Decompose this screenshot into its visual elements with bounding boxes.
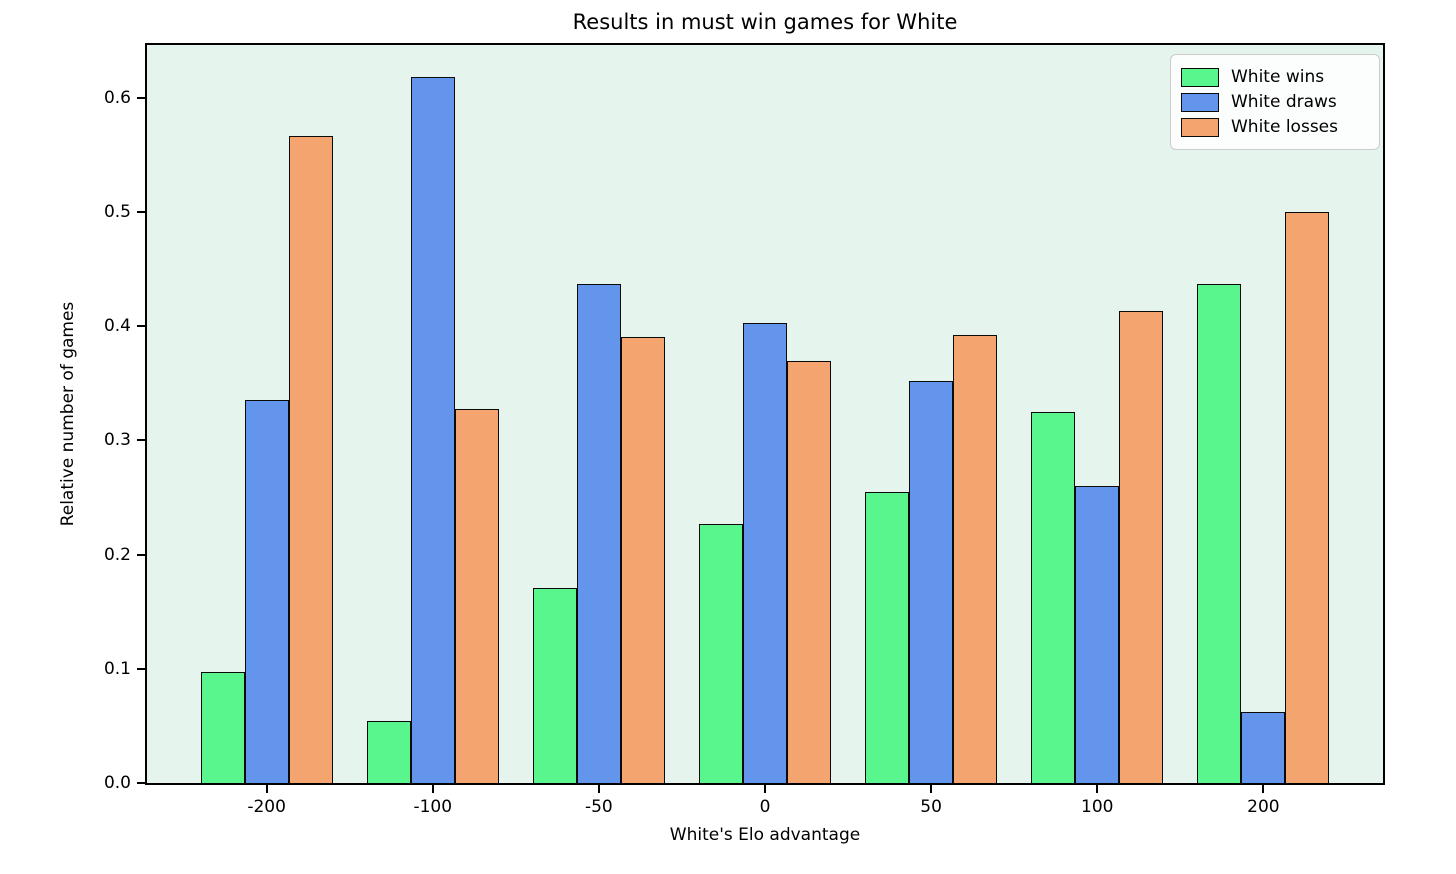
x-tick-label: -50 [584,797,613,817]
y-tick-label: 0.0 [103,773,131,793]
bar-white-losses--200 [288,136,333,783]
bar-white-wins-100 [1031,411,1076,783]
bar-white-losses--50 [620,337,665,783]
legend-item-white-draws: White draws [1181,92,1369,112]
y-tick-mark [137,325,145,328]
bar-white-wins-200 [1197,283,1242,783]
y-tick-mark [137,96,145,99]
bar-white-losses--100 [454,409,499,783]
x-tick-label: -200 [247,797,286,817]
x-tick-mark [265,785,268,793]
plot-area [145,43,1385,785]
bar-white-draws-0 [743,322,787,783]
x-tick-label: 0 [759,797,771,817]
x-tick-label: 200 [1247,797,1280,817]
x-tick-label: -100 [413,797,453,817]
x-tick-mark [597,785,600,793]
legend: White wins White draws White losses [1170,54,1380,150]
bar-white-draws-50 [909,380,954,783]
y-axis-label: Relative number of games [58,301,78,527]
y-tick-mark [137,782,145,784]
legend-swatch-white-wins [1181,67,1219,87]
bar-white-draws--50 [576,283,621,783]
bar-white-losses-50 [953,335,998,783]
y-tick-mark [137,667,145,670]
chart-title: Results in must win games for White [572,10,958,34]
bar-white-draws--100 [410,77,455,783]
bar-white-draws-200 [1241,712,1286,783]
x-tick-mark [1262,785,1265,793]
y-tick-label: 0.5 [103,201,131,222]
x-tick-mark [764,785,766,793]
bar-white-wins-50 [865,491,910,783]
x-tick-label: 100 [1081,797,1114,817]
legend-item-white-wins: White wins [1181,67,1369,87]
y-tick-mark [137,210,145,213]
y-tick-mark [137,439,145,442]
x-tick-mark [431,785,434,793]
y-tick-label: 0.6 [103,87,131,108]
legend-item-white-losses: White losses [1181,117,1369,137]
bar-white-losses-0 [787,361,831,783]
x-tick-mark [1096,785,1099,793]
x-tick-label: 50 [920,797,942,817]
bar-white-wins--100 [366,721,411,783]
legend-label: White draws [1231,92,1337,112]
y-tick-label: 0.1 [103,658,131,679]
x-axis-label: White's Elo advantage [669,825,861,845]
x-tick-mark [930,785,933,793]
legend-swatch-white-draws [1181,92,1219,112]
legend-label: White losses [1231,117,1338,137]
legend-label: White wins [1231,67,1325,87]
y-tick-label: 0.2 [103,544,131,565]
plot-inner [147,45,1383,783]
bar-white-wins-0 [699,523,743,783]
y-tick-mark [137,553,145,556]
legend-swatch-white-losses [1181,117,1219,137]
y-tick-label: 0.3 [103,430,131,451]
bar-white-draws--200 [244,400,289,783]
bar-white-losses-100 [1119,311,1164,783]
bar-white-wins--50 [532,587,577,783]
y-tick-label: 0.4 [103,316,131,337]
bar-white-wins--200 [200,672,245,783]
bar-white-draws-100 [1075,485,1120,783]
bar-white-losses-200 [1285,211,1330,783]
